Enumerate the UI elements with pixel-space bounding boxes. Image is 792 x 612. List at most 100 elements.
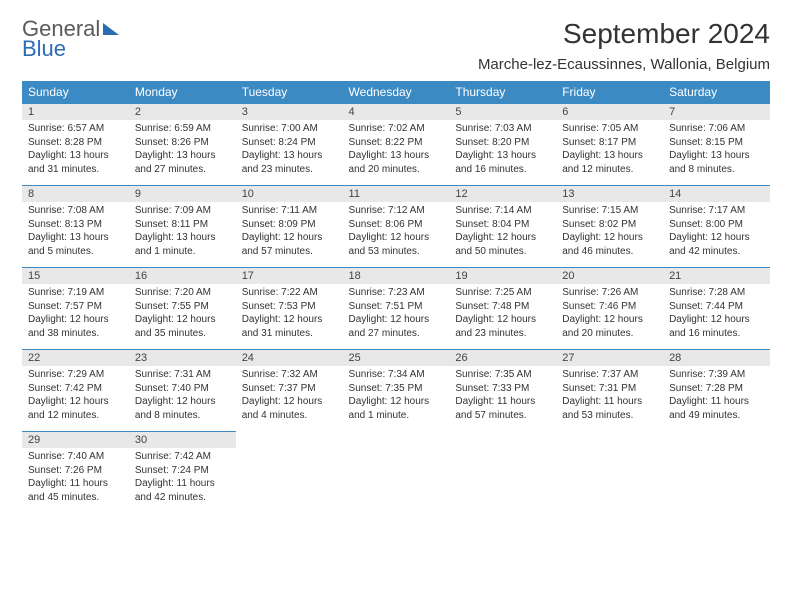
day-details: Sunrise: 7:15 AMSunset: 8:02 PMDaylight:… (556, 202, 663, 262)
sunrise-text: Sunrise: 7:03 AM (455, 122, 550, 136)
daylight-line1: Daylight: 13 hours (242, 149, 337, 163)
sunrise-text: Sunrise: 7:19 AM (28, 286, 123, 300)
calendar-empty-cell (236, 432, 343, 514)
day-number: 10 (236, 186, 343, 202)
day-number: 13 (556, 186, 663, 202)
calendar-day-cell: 11Sunrise: 7:12 AMSunset: 8:06 PMDayligh… (343, 186, 450, 268)
sunset-text: Sunset: 7:40 PM (135, 382, 230, 396)
sunrise-text: Sunrise: 7:23 AM (349, 286, 444, 300)
calendar-day-cell: 1Sunrise: 6:57 AMSunset: 8:28 PMDaylight… (22, 104, 129, 186)
sunset-text: Sunset: 8:26 PM (135, 136, 230, 150)
calendar-day-cell: 4Sunrise: 7:02 AMSunset: 8:22 PMDaylight… (343, 104, 450, 186)
sunrise-text: Sunrise: 7:02 AM (349, 122, 444, 136)
day-number: 3 (236, 104, 343, 120)
sunset-text: Sunset: 8:04 PM (455, 218, 550, 232)
sunrise-text: Sunrise: 7:35 AM (455, 368, 550, 382)
calendar-day-cell: 15Sunrise: 7:19 AMSunset: 7:57 PMDayligh… (22, 268, 129, 350)
calendar-week-row: 1Sunrise: 6:57 AMSunset: 8:28 PMDaylight… (22, 104, 770, 186)
sunrise-text: Sunrise: 7:15 AM (562, 204, 657, 218)
day-details: Sunrise: 7:39 AMSunset: 7:28 PMDaylight:… (663, 366, 770, 426)
calendar-empty-cell (663, 432, 770, 514)
day-details: Sunrise: 7:14 AMSunset: 8:04 PMDaylight:… (449, 202, 556, 262)
header: General Blue September 2024 Marche-lez-E… (22, 18, 770, 73)
day-details: Sunrise: 7:22 AMSunset: 7:53 PMDaylight:… (236, 284, 343, 344)
calendar-day-cell: 9Sunrise: 7:09 AMSunset: 8:11 PMDaylight… (129, 186, 236, 268)
daylight-line2: and 20 minutes. (349, 163, 444, 177)
day-header: Sunday (22, 81, 129, 104)
day-details: Sunrise: 7:05 AMSunset: 8:17 PMDaylight:… (556, 120, 663, 180)
daylight-line2: and 16 minutes. (455, 163, 550, 177)
daylight-line2: and 57 minutes. (455, 409, 550, 423)
day-number: 9 (129, 186, 236, 202)
daylight-line2: and 20 minutes. (562, 327, 657, 341)
day-number: 30 (129, 432, 236, 448)
day-number: 27 (556, 350, 663, 366)
calendar-body: 1Sunrise: 6:57 AMSunset: 8:28 PMDaylight… (22, 104, 770, 514)
daylight-line2: and 57 minutes. (242, 245, 337, 259)
daylight-line2: and 31 minutes. (242, 327, 337, 341)
day-number: 2 (129, 104, 236, 120)
calendar-day-cell: 23Sunrise: 7:31 AMSunset: 7:40 PMDayligh… (129, 350, 236, 432)
daylight-line2: and 8 minutes. (669, 163, 764, 177)
daylight-line2: and 8 minutes. (135, 409, 230, 423)
daylight-line1: Daylight: 12 hours (669, 313, 764, 327)
daylight-line1: Daylight: 13 hours (135, 231, 230, 245)
daylight-line2: and 23 minutes. (455, 327, 550, 341)
sunset-text: Sunset: 8:22 PM (349, 136, 444, 150)
day-number: 7 (663, 104, 770, 120)
daylight-line2: and 53 minutes. (349, 245, 444, 259)
calendar-day-cell: 3Sunrise: 7:00 AMSunset: 8:24 PMDaylight… (236, 104, 343, 186)
sunset-text: Sunset: 8:09 PM (242, 218, 337, 232)
daylight-line1: Daylight: 12 hours (242, 231, 337, 245)
calendar-day-cell: 20Sunrise: 7:26 AMSunset: 7:46 PMDayligh… (556, 268, 663, 350)
day-number: 5 (449, 104, 556, 120)
daylight-line1: Daylight: 11 hours (28, 477, 123, 491)
calendar-day-cell: 24Sunrise: 7:32 AMSunset: 7:37 PMDayligh… (236, 350, 343, 432)
calendar-week-row: 22Sunrise: 7:29 AMSunset: 7:42 PMDayligh… (22, 350, 770, 432)
sunset-text: Sunset: 8:17 PM (562, 136, 657, 150)
sunset-text: Sunset: 7:55 PM (135, 300, 230, 314)
sunset-text: Sunset: 7:44 PM (669, 300, 764, 314)
calendar-day-cell: 26Sunrise: 7:35 AMSunset: 7:33 PMDayligh… (449, 350, 556, 432)
day-details: Sunrise: 7:34 AMSunset: 7:35 PMDaylight:… (343, 366, 450, 426)
sunset-text: Sunset: 8:06 PM (349, 218, 444, 232)
day-details: Sunrise: 7:42 AMSunset: 7:24 PMDaylight:… (129, 448, 236, 508)
sunrise-text: Sunrise: 7:25 AM (455, 286, 550, 300)
daylight-line2: and 31 minutes. (28, 163, 123, 177)
sunrise-text: Sunrise: 7:28 AM (669, 286, 764, 300)
day-number: 17 (236, 268, 343, 284)
brand-logo: General Blue (22, 18, 119, 60)
daylight-line1: Daylight: 12 hours (455, 313, 550, 327)
sunset-text: Sunset: 7:53 PM (242, 300, 337, 314)
sunset-text: Sunset: 8:28 PM (28, 136, 123, 150)
sunset-text: Sunset: 7:26 PM (28, 464, 123, 478)
sunset-text: Sunset: 7:24 PM (135, 464, 230, 478)
daylight-line2: and 45 minutes. (28, 491, 123, 505)
calendar-day-cell: 16Sunrise: 7:20 AMSunset: 7:55 PMDayligh… (129, 268, 236, 350)
sunset-text: Sunset: 7:37 PM (242, 382, 337, 396)
sunset-text: Sunset: 7:28 PM (669, 382, 764, 396)
day-details: Sunrise: 7:11 AMSunset: 8:09 PMDaylight:… (236, 202, 343, 262)
day-number: 24 (236, 350, 343, 366)
day-details: Sunrise: 7:12 AMSunset: 8:06 PMDaylight:… (343, 202, 450, 262)
calendar-day-cell: 30Sunrise: 7:42 AMSunset: 7:24 PMDayligh… (129, 432, 236, 514)
sunset-text: Sunset: 7:31 PM (562, 382, 657, 396)
day-number: 18 (343, 268, 450, 284)
day-details: Sunrise: 7:32 AMSunset: 7:37 PMDaylight:… (236, 366, 343, 426)
sunrise-text: Sunrise: 7:11 AM (242, 204, 337, 218)
day-header: Wednesday (343, 81, 450, 104)
calendar-day-cell: 2Sunrise: 6:59 AMSunset: 8:26 PMDaylight… (129, 104, 236, 186)
day-details: Sunrise: 7:06 AMSunset: 8:15 PMDaylight:… (663, 120, 770, 180)
day-header: Friday (556, 81, 663, 104)
day-details: Sunrise: 7:08 AMSunset: 8:13 PMDaylight:… (22, 202, 129, 262)
daylight-line2: and 46 minutes. (562, 245, 657, 259)
day-details: Sunrise: 7:26 AMSunset: 7:46 PMDaylight:… (556, 284, 663, 344)
sunset-text: Sunset: 7:48 PM (455, 300, 550, 314)
daylight-line2: and 12 minutes. (28, 409, 123, 423)
daylight-line2: and 42 minutes. (135, 491, 230, 505)
calendar-day-cell: 14Sunrise: 7:17 AMSunset: 8:00 PMDayligh… (663, 186, 770, 268)
calendar-week-row: 8Sunrise: 7:08 AMSunset: 8:13 PMDaylight… (22, 186, 770, 268)
sunrise-text: Sunrise: 7:22 AM (242, 286, 337, 300)
sunset-text: Sunset: 8:15 PM (669, 136, 764, 150)
daylight-line2: and 1 minute. (135, 245, 230, 259)
